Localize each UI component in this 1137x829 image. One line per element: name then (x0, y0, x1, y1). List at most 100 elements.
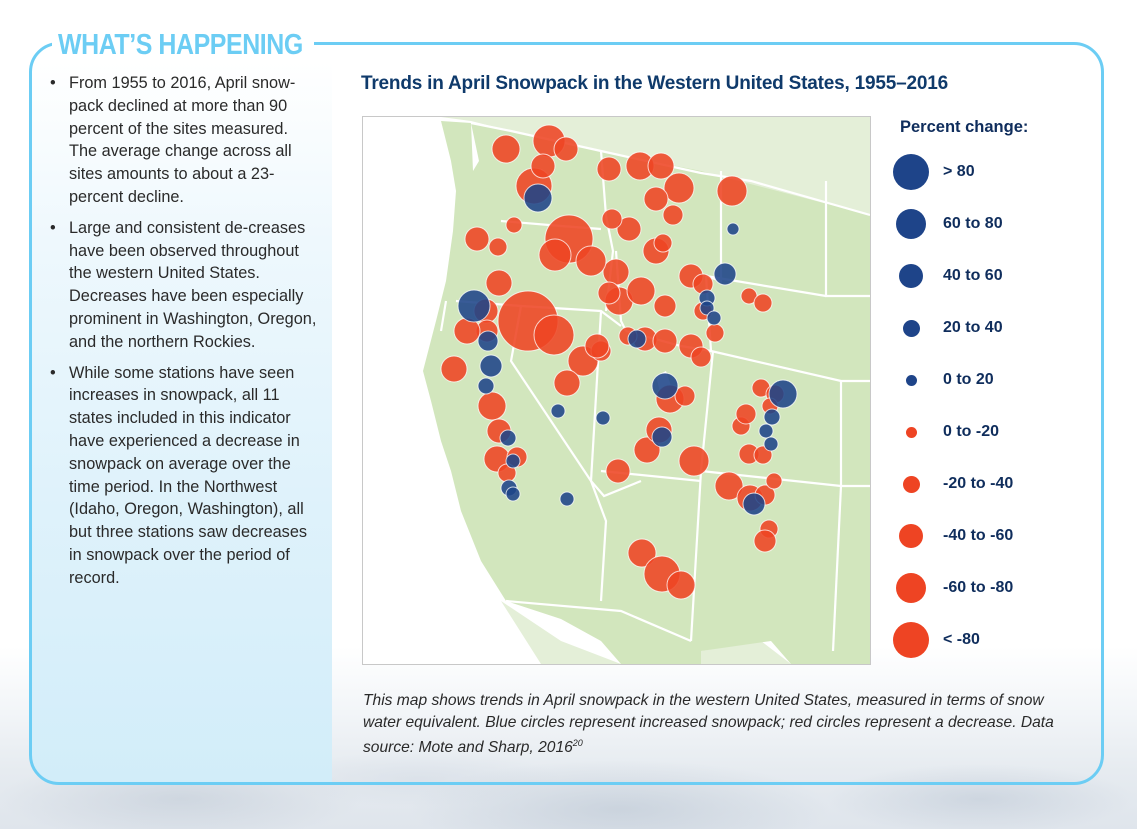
site-marker (735, 403, 757, 425)
site-marker (477, 391, 507, 421)
legend-item: 0 to -20 (893, 414, 1093, 450)
site-marker (530, 153, 556, 179)
site-marker (559, 491, 575, 507)
site-marker (627, 329, 647, 349)
site-marker (575, 245, 607, 277)
legend-label: 0 to 20 (943, 371, 994, 388)
site-marker (753, 293, 773, 313)
site-marker (440, 355, 468, 383)
legend-label: -20 to -40 (943, 475, 1014, 492)
legend-title: Percent change: (900, 118, 1029, 136)
site-marker (653, 233, 673, 253)
legend-circle-icon (893, 622, 929, 658)
site-marker (477, 330, 499, 352)
bullet-item: • From 1955 to 2016, April snow-pack decl… (50, 74, 296, 206)
site-marker (713, 262, 737, 286)
site-marker (523, 183, 553, 213)
snowpack-map (362, 116, 871, 665)
site-marker (652, 328, 678, 354)
legend-item: -60 to -80 (893, 570, 1093, 606)
chart-title: Trends in April Snowpack in the Western … (361, 73, 948, 94)
site-marker (765, 472, 783, 490)
site-marker (716, 175, 748, 207)
legend-circle-icon (899, 264, 923, 288)
legend-item: 20 to 40 (893, 310, 1093, 346)
section-frame (29, 42, 1104, 785)
legend-circle-icon (902, 319, 920, 337)
site-marker (584, 333, 610, 359)
legend-label: < -80 (943, 631, 980, 648)
legend-circle-icon (899, 524, 923, 548)
site-marker (758, 423, 774, 439)
site-marker (550, 403, 566, 419)
site-marker (533, 314, 575, 356)
footnote-ref[interactable]: 20 (572, 738, 583, 748)
legend-label: 60 to 80 (943, 215, 1003, 232)
site-marker (505, 486, 521, 502)
site-marker (706, 310, 722, 326)
legend-item: < -80 (893, 622, 1093, 658)
legend-label: -60 to -80 (943, 579, 1014, 596)
site-marker (643, 186, 669, 212)
site-marker (753, 529, 777, 553)
site-marker (705, 323, 725, 343)
bullet-icon: • (50, 363, 56, 382)
map-canvas (423, 117, 870, 664)
site-marker (651, 372, 679, 400)
bullet-item: • Large and consistent de-creases have be… (50, 218, 317, 351)
site-marker (768, 379, 798, 409)
legend-item: 60 to 80 (893, 206, 1093, 242)
heading-gap (52, 30, 314, 54)
legend-circle-icon (905, 374, 917, 386)
site-marker (690, 346, 712, 368)
site-marker (651, 426, 673, 448)
site-marker (763, 408, 781, 426)
site-marker (763, 436, 779, 452)
legend-item: -20 to -40 (893, 466, 1093, 502)
legend-circle-icon (902, 475, 920, 493)
legend-item: -40 to -60 (893, 518, 1093, 554)
site-marker (479, 354, 503, 378)
bullet-item: • While some stations have seen increases… (50, 363, 308, 587)
site-marker (485, 269, 513, 297)
site-marker (633, 436, 661, 464)
site-marker (742, 492, 766, 516)
legend-label: > 80 (943, 163, 975, 180)
site-marker (477, 377, 495, 395)
legend-circle-icon (893, 154, 929, 190)
site-marker (601, 208, 623, 230)
site-marker (488, 237, 508, 257)
legend-label: -40 to -60 (943, 527, 1014, 544)
site-marker (647, 152, 675, 180)
bullet-icon: • (50, 218, 56, 237)
site-marker (491, 134, 521, 164)
site-marker (457, 289, 491, 323)
legend-item: 0 to 20 (893, 362, 1093, 398)
mexico-region (501, 601, 621, 664)
site-marker (726, 222, 740, 236)
us-land (423, 121, 870, 664)
legend-circle-icon (905, 426, 917, 438)
site-marker (538, 238, 572, 272)
site-markers (440, 124, 798, 600)
site-marker (626, 276, 656, 306)
bullet-icon: • (50, 74, 56, 92)
site-marker (499, 429, 517, 447)
bullet-list: • From 1955 to 2016, April snow-pack decl… (50, 72, 320, 598)
site-marker (714, 471, 744, 501)
site-marker (597, 281, 621, 305)
legend-item: 40 to 60 (893, 258, 1093, 294)
site-marker (464, 226, 490, 252)
site-marker (653, 294, 677, 318)
legend-label: 20 to 40 (943, 319, 1003, 336)
site-marker (627, 538, 657, 568)
legend-label: 40 to 60 (943, 267, 1003, 284)
sidebar-panel (32, 62, 332, 782)
section-heading: WHAT’S HAPPENING (58, 29, 303, 61)
legend-item: > 80 (893, 154, 1093, 190)
site-marker (553, 136, 579, 162)
site-marker (605, 458, 631, 484)
site-marker (553, 369, 581, 397)
legend-circle-icon (896, 573, 926, 603)
map-caption: This map shows trends in April snowpack … (363, 692, 1054, 757)
